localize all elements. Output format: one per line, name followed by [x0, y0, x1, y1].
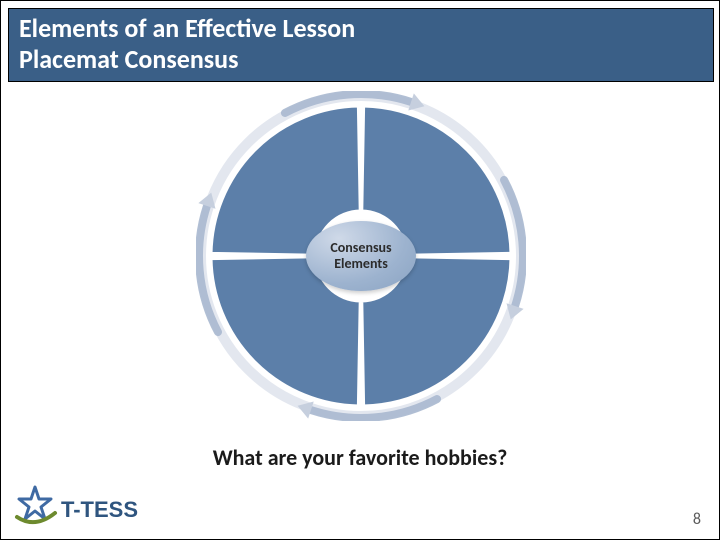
slide-title: Elements of an Effective Lesson Placemat… [19, 13, 703, 75]
center-bubble-text: ConsensusElements [330, 240, 391, 272]
logo-svg: T-TESS [11, 483, 151, 531]
logo-star-icon [17, 487, 55, 522]
title-line-2: Placemat Consensus [19, 43, 238, 75]
center-bubble: ConsensusElements [306, 221, 416, 291]
consensus-cycle-diagram: ConsensusElements [196, 91, 526, 421]
title-line-1: Elements of an Effective Lesson [19, 12, 355, 44]
prompt-question: What are your favorite hobbies? [1, 444, 719, 471]
page-number: 8 [693, 510, 701, 529]
ttess-logo: T-TESS [11, 483, 151, 531]
title-bar: Elements of an Effective Lesson Placemat… [8, 8, 714, 82]
logo-text: T-TESS [61, 497, 138, 522]
slide: Elements of an Effective Lesson Placemat… [0, 0, 720, 540]
